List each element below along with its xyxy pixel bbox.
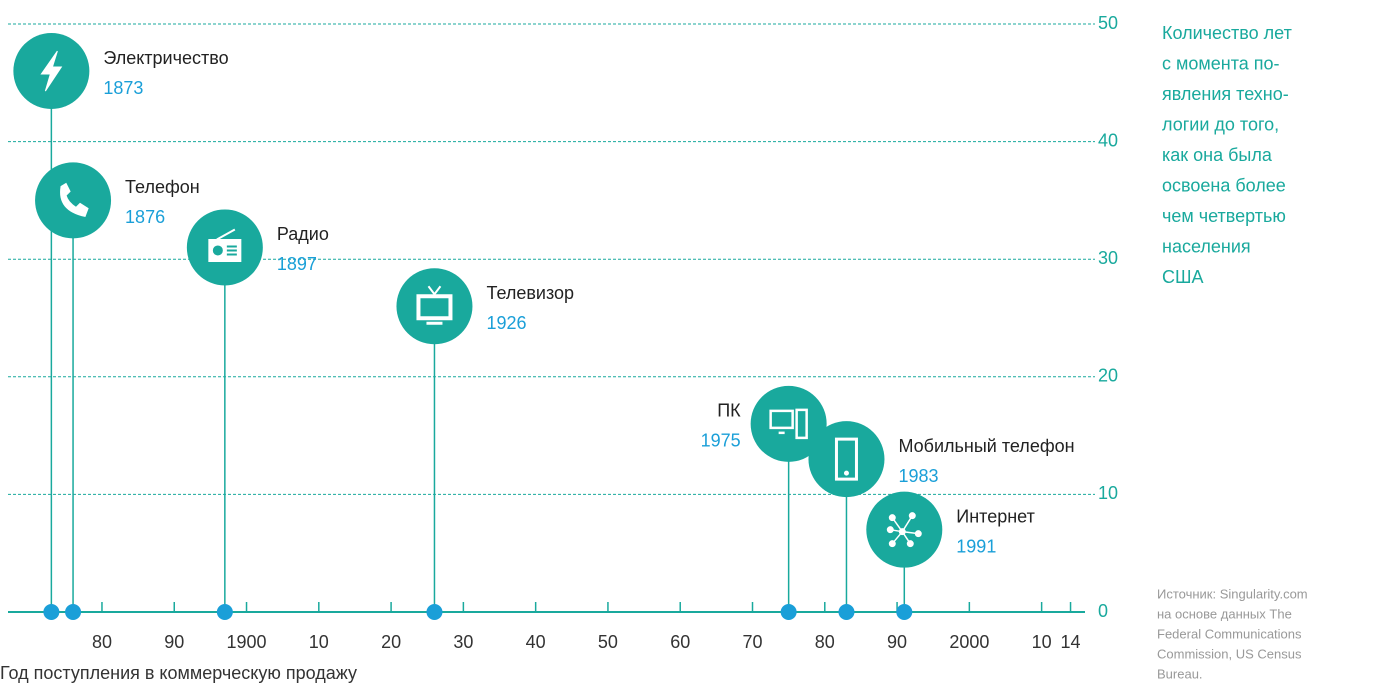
base-dot: [65, 604, 82, 620]
event-name: Радио: [277, 224, 329, 244]
glyph-part: [40, 50, 63, 92]
x-tick-label: 14: [1061, 632, 1081, 652]
note: чем четвертью: [1162, 206, 1286, 226]
event-year: 1876: [125, 207, 165, 227]
x-tick-label: 40: [526, 632, 546, 652]
x-tick-label: 80: [815, 632, 835, 652]
icon-glyph: [769, 408, 808, 440]
y-tick-label: 40: [1098, 130, 1118, 150]
event-year: 1873: [103, 78, 143, 98]
glyph-part: [226, 245, 237, 256]
x-tick-label: 20: [381, 632, 401, 652]
event-name: Мобильный телефон: [898, 436, 1074, 456]
source: Federal Communications: [1157, 626, 1302, 641]
icon: [808, 421, 885, 498]
icon-glyph: [886, 512, 922, 548]
y-tick-label: 10: [1098, 483, 1118, 503]
event-year: 1975: [701, 431, 741, 451]
glyph-part: [427, 285, 442, 296]
note: населения: [1162, 236, 1251, 256]
base-dot: [896, 604, 913, 620]
glyph-part: [843, 470, 849, 476]
glyph-part: [795, 408, 808, 440]
note: с момента по-: [1162, 53, 1280, 73]
note: освоена более: [1162, 175, 1286, 195]
source: Commission, US Census: [1157, 646, 1302, 661]
x-tick-label: 10: [1032, 632, 1052, 652]
note: США: [1162, 267, 1204, 287]
event-name: Интернет: [956, 506, 1035, 526]
icon-glyph: [208, 228, 242, 262]
x-tick-label: 70: [742, 632, 762, 652]
y-tick-label: 0: [1098, 601, 1108, 621]
event-year: 1897: [277, 254, 317, 274]
base-dot: [838, 604, 855, 620]
event-year: 1983: [898, 466, 938, 486]
y-tick-label: 20: [1098, 366, 1118, 386]
event-year: 1991: [956, 536, 996, 556]
event-name: ПК: [717, 401, 741, 421]
base-dot: [780, 604, 797, 620]
glyph-part: [60, 182, 89, 217]
x-tick-label: 30: [453, 632, 473, 652]
event-name: Телефон: [125, 177, 200, 197]
x-tick-label: 10: [309, 632, 329, 652]
icon: [35, 162, 112, 239]
x-tick-label: 2000: [949, 632, 989, 652]
source: на основе данных The: [1157, 606, 1292, 621]
x-tick-label: 90: [887, 632, 907, 652]
glyph-part: [216, 228, 236, 241]
glyph-part: [769, 409, 794, 430]
note: логии до того,: [1162, 114, 1279, 134]
icon: [396, 268, 473, 345]
icon-glyph: [834, 437, 858, 481]
y-tick-label: 30: [1098, 248, 1118, 268]
x-tick-label: 1900: [227, 632, 267, 652]
note: как она была: [1162, 145, 1273, 165]
source: Bureau.: [1157, 666, 1203, 681]
x-tick-label: 90: [164, 632, 184, 652]
glyph-part: [834, 437, 858, 481]
x-tick-label: 80: [92, 632, 112, 652]
x-tick-label: 60: [670, 632, 690, 652]
note: Количество лет: [1162, 23, 1292, 43]
event-year: 1926: [486, 313, 526, 333]
x-tick-label: 50: [598, 632, 618, 652]
glyph-part: [212, 245, 223, 256]
source: Источник: Singularity.com: [1157, 586, 1308, 601]
base-dot: [216, 604, 233, 620]
base-dot: [43, 604, 60, 620]
base-dot: [426, 604, 443, 620]
note: явления техно-: [1162, 84, 1289, 104]
event-name: Электричество: [103, 48, 228, 68]
x-axis-label: Год поступления в коммерческую продажу: [0, 663, 357, 683]
y-tick-label: 50: [1098, 13, 1118, 33]
glyph-part: [416, 294, 453, 321]
icon-glyph: [416, 285, 453, 325]
event-name: Телевизор: [486, 283, 574, 303]
icon-glyph: [60, 182, 89, 217]
icon: [750, 385, 827, 462]
glyph-part: [208, 238, 242, 262]
glyph-part: [890, 515, 919, 545]
icon-glyph: [40, 50, 63, 92]
